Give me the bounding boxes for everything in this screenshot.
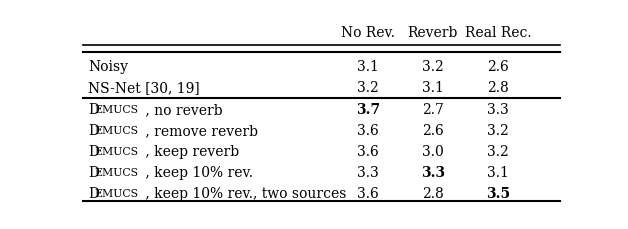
Text: , keep 10% rev.: , keep 10% rev. (141, 165, 253, 179)
Text: 3.2: 3.2 (357, 81, 379, 95)
Text: 3.3: 3.3 (357, 165, 379, 179)
Text: D: D (88, 123, 99, 137)
Text: 3.7: 3.7 (356, 103, 380, 116)
Text: 2.8: 2.8 (422, 186, 444, 200)
Text: 3.1: 3.1 (357, 60, 379, 74)
Text: 3.6: 3.6 (357, 186, 379, 200)
Text: , remove reverb: , remove reverb (141, 123, 258, 137)
Text: EMUCS: EMUCS (95, 188, 139, 198)
Text: 3.5: 3.5 (486, 186, 510, 200)
Text: 3.2: 3.2 (487, 144, 509, 158)
Text: Reverb: Reverb (408, 26, 458, 40)
Text: , keep reverb: , keep reverb (141, 144, 239, 158)
Text: EMUCS: EMUCS (95, 167, 139, 177)
Text: 3.3: 3.3 (487, 103, 509, 116)
Text: 3.6: 3.6 (357, 123, 379, 137)
Text: , keep 10% rev., two sources: , keep 10% rev., two sources (141, 186, 346, 200)
Text: 2.6: 2.6 (487, 60, 509, 74)
Text: 3.3: 3.3 (421, 165, 445, 179)
Text: 3.6: 3.6 (357, 144, 379, 158)
Text: 3.2: 3.2 (422, 60, 444, 74)
Text: 2.7: 2.7 (422, 103, 444, 116)
Text: D: D (88, 144, 99, 158)
Text: Noisy: Noisy (88, 60, 128, 74)
Text: D: D (88, 165, 99, 179)
Text: EMUCS: EMUCS (95, 125, 139, 135)
Text: 2.6: 2.6 (422, 123, 444, 137)
Text: EMUCS: EMUCS (95, 146, 139, 156)
Text: EMUCS: EMUCS (95, 104, 139, 114)
Text: , no reverb: , no reverb (141, 103, 222, 116)
Text: No Rev.: No Rev. (341, 26, 395, 40)
Text: D: D (88, 103, 99, 116)
Text: NS-Net [30, 19]: NS-Net [30, 19] (88, 81, 200, 95)
Text: Real Rec.: Real Rec. (465, 26, 531, 40)
Text: 3.2: 3.2 (487, 123, 509, 137)
Text: 2.8: 2.8 (487, 81, 509, 95)
Text: 3.1: 3.1 (422, 81, 444, 95)
Text: 3.0: 3.0 (422, 144, 444, 158)
Text: 3.1: 3.1 (487, 165, 509, 179)
Text: D: D (88, 186, 99, 200)
